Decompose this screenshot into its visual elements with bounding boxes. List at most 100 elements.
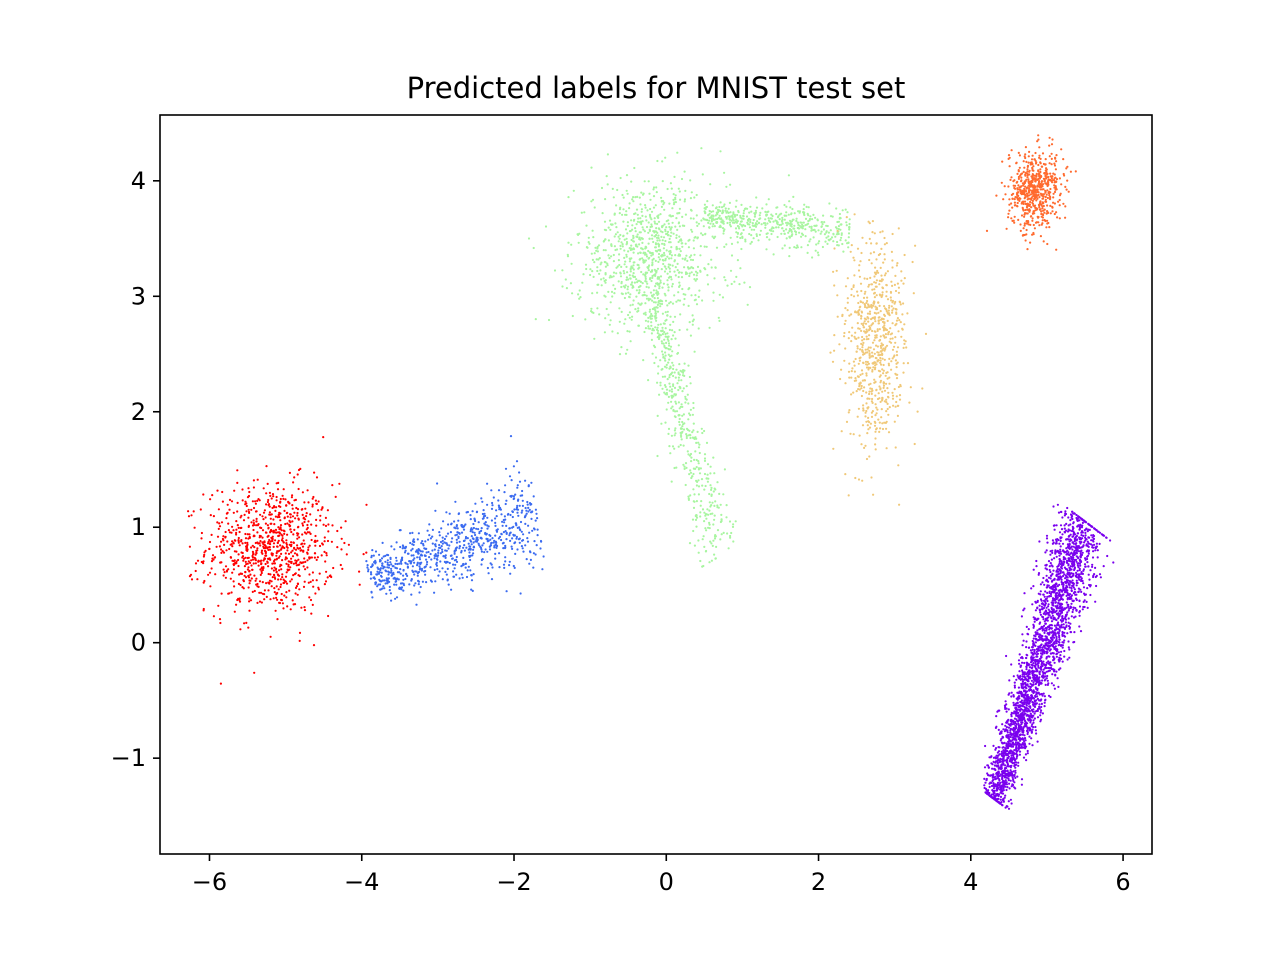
data-point bbox=[451, 557, 454, 560]
data-point bbox=[307, 520, 310, 523]
data-point bbox=[722, 205, 725, 208]
data-point bbox=[1032, 191, 1035, 194]
data-point bbox=[529, 551, 532, 554]
data-point bbox=[628, 311, 632, 314]
data-point bbox=[1012, 180, 1015, 183]
data-point bbox=[684, 242, 687, 245]
data-point bbox=[438, 570, 441, 573]
data-point bbox=[564, 278, 567, 281]
data-point bbox=[721, 221, 724, 224]
data-point bbox=[233, 489, 236, 492]
data-point bbox=[644, 215, 647, 218]
data-point bbox=[693, 544, 697, 547]
data-point bbox=[662, 247, 666, 250]
data-point bbox=[419, 563, 422, 566]
data-point bbox=[471, 554, 474, 557]
data-point bbox=[785, 205, 788, 208]
data-point bbox=[1016, 201, 1019, 205]
data-point bbox=[644, 277, 647, 280]
data-point bbox=[269, 558, 272, 561]
data-point bbox=[289, 528, 292, 531]
data-point bbox=[389, 561, 392, 564]
data-point bbox=[644, 311, 647, 314]
data-point bbox=[689, 258, 693, 261]
data-point bbox=[710, 214, 714, 217]
data-point bbox=[448, 561, 451, 565]
data-point bbox=[800, 235, 803, 238]
data-point bbox=[410, 593, 413, 596]
data-point bbox=[437, 551, 440, 555]
data-point bbox=[590, 200, 593, 203]
data-point bbox=[657, 260, 660, 263]
data-point bbox=[655, 271, 658, 274]
data-point bbox=[1057, 200, 1060, 203]
data-point bbox=[688, 375, 692, 379]
data-point bbox=[336, 529, 339, 533]
data-point bbox=[683, 198, 687, 201]
data-point bbox=[688, 542, 692, 545]
data-point bbox=[250, 521, 253, 524]
data-point bbox=[530, 481, 533, 484]
data-point bbox=[650, 210, 654, 213]
data-point bbox=[815, 243, 818, 246]
data-point bbox=[661, 300, 664, 303]
data-point bbox=[444, 554, 447, 557]
data-point bbox=[695, 437, 698, 440]
data-point bbox=[667, 361, 670, 364]
data-point bbox=[222, 539, 225, 542]
data-point bbox=[890, 299, 893, 302]
data-point bbox=[732, 211, 735, 214]
data-point bbox=[228, 547, 231, 551]
data-point bbox=[868, 421, 871, 424]
data-point bbox=[837, 225, 841, 228]
data-point bbox=[237, 558, 240, 562]
data-point bbox=[790, 220, 793, 223]
data-point bbox=[880, 274, 883, 277]
data-point bbox=[313, 556, 316, 559]
data-point bbox=[776, 223, 779, 226]
data-point bbox=[853, 370, 857, 373]
data-point bbox=[1042, 240, 1045, 243]
data-point bbox=[300, 549, 303, 552]
data-point bbox=[878, 304, 881, 307]
data-point bbox=[268, 582, 271, 585]
data-point bbox=[680, 177, 684, 181]
data-point bbox=[895, 350, 899, 353]
data-point bbox=[651, 294, 654, 297]
data-point bbox=[504, 467, 508, 470]
data-point bbox=[656, 454, 659, 458]
data-point bbox=[290, 530, 293, 534]
data-point bbox=[202, 493, 205, 496]
data-point bbox=[833, 349, 836, 352]
data-point bbox=[494, 521, 497, 525]
data-point bbox=[686, 450, 689, 453]
data-point bbox=[678, 363, 681, 366]
data-point bbox=[698, 289, 701, 292]
data-point bbox=[885, 382, 888, 385]
data-point bbox=[1031, 169, 1034, 172]
data-point bbox=[882, 347, 885, 350]
data-point bbox=[899, 303, 902, 306]
data-point bbox=[637, 286, 641, 289]
data-point bbox=[224, 565, 228, 568]
data-point bbox=[866, 432, 869, 435]
data-point bbox=[642, 359, 645, 362]
data-point bbox=[424, 573, 427, 576]
data-point bbox=[876, 269, 879, 273]
data-point bbox=[512, 533, 515, 536]
data-point bbox=[710, 266, 713, 269]
data-point bbox=[598, 272, 601, 275]
data-point bbox=[728, 215, 731, 218]
data-point bbox=[674, 337, 677, 340]
data-point bbox=[453, 559, 456, 562]
data-point bbox=[294, 562, 297, 565]
data-point bbox=[704, 484, 707, 488]
data-point bbox=[700, 147, 703, 150]
data-point bbox=[239, 526, 242, 530]
data-point bbox=[347, 543, 350, 546]
data-point bbox=[387, 573, 390, 576]
data-point bbox=[1034, 151, 1037, 155]
data-point bbox=[693, 493, 696, 496]
data-point bbox=[291, 599, 294, 602]
data-point bbox=[468, 555, 471, 559]
